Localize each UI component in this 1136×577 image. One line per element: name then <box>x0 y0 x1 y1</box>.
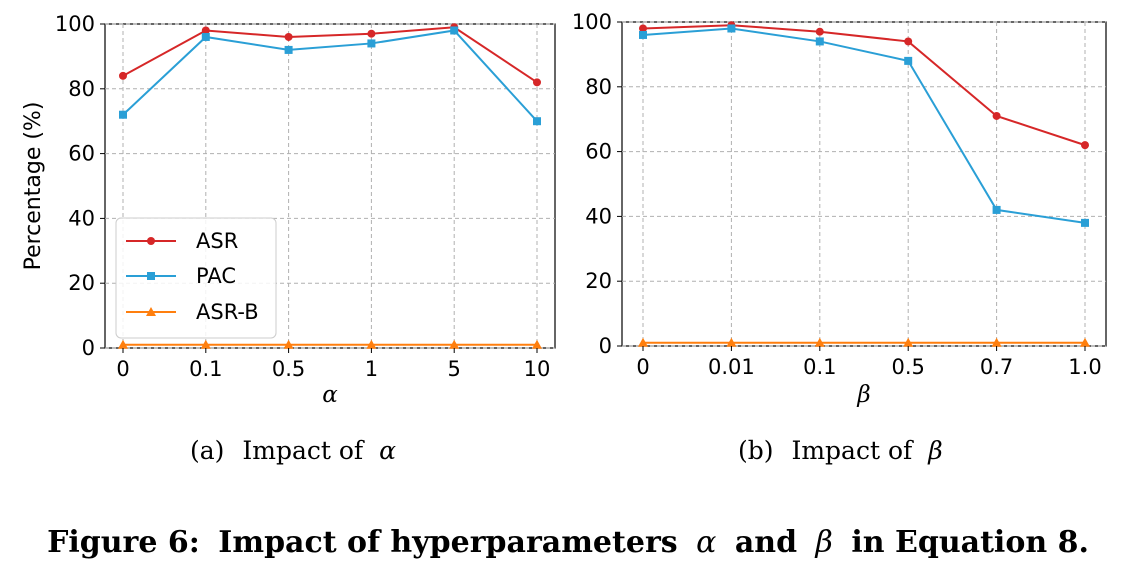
caption-a: (a) Impact of α <box>190 436 396 465</box>
legend-label-asr: ASR <box>196 229 238 253</box>
x-tick-label: 0.5 <box>272 357 305 381</box>
caption-b: (b) Impact of β <box>738 436 943 465</box>
data-point-pac-b <box>1081 218 1089 227</box>
ticks-b: 0 0.01 0.1 0.5 0.7 1.0 0 20 40 60 80 100 <box>572 10 1102 379</box>
data-point-asr-b-b <box>1080 337 1090 347</box>
data-point-pac-a <box>284 45 293 54</box>
caption-b-label: (b) <box>738 436 774 465</box>
figure-beta-symbol: β <box>815 525 833 560</box>
gridlines-a <box>105 23 555 349</box>
x-tick-label: 0 <box>116 357 129 381</box>
caption-a-symbol: α <box>379 436 396 465</box>
chart-panel-b: 0 0.01 0.1 0.5 0.7 1.0 0 20 40 60 80 100 β (b) Impa… <box>572 10 1107 465</box>
legend-item-asr-b: ASR-B <box>126 300 259 324</box>
data-point-asr-a <box>119 71 127 80</box>
y-tick-label: 40 <box>585 204 612 228</box>
x-axis-label-a: α <box>322 382 338 408</box>
y-tick-label: 80 <box>68 77 95 101</box>
data-point-asr-a <box>284 32 293 41</box>
series-a <box>118 23 542 349</box>
x-tick-label: 0.1 <box>189 357 222 381</box>
x-tick-label: 10 <box>524 357 551 381</box>
y-tick-label: 60 <box>68 142 95 166</box>
figure-and: and <box>735 525 797 560</box>
data-point-asr-b <box>639 24 647 33</box>
data-point-asr-b-a <box>532 339 542 349</box>
x-axis-label-b: β <box>856 382 870 408</box>
data-point-pac-a <box>533 117 541 126</box>
data-point-asr-b-a <box>283 339 294 349</box>
data-point-pac-b <box>815 37 824 46</box>
figure-label: Figure 6: <box>47 525 200 560</box>
series-b <box>638 21 1090 347</box>
figure-title-post: in Equation 8. <box>851 525 1089 560</box>
y-tick-label: 60 <box>585 140 612 164</box>
series-line-asr-b <box>642 24 1086 147</box>
y-tick-label: 100 <box>572 10 612 34</box>
data-point-asr-b-a <box>118 339 128 349</box>
x-tick-label: 1.0 <box>1068 355 1101 379</box>
figure-title-pre: Impact of hyperparameters <box>218 525 677 560</box>
y-tick-label: 0 <box>82 336 95 360</box>
caption-a-text: Impact of <box>242 436 365 465</box>
figure-title: Figure 6: Impact of hyperparameters α an… <box>47 525 1089 560</box>
legend-label-asr-b: ASR-B <box>196 300 259 324</box>
y-tick-label: 100 <box>55 12 95 36</box>
gridlines-b <box>622 21 1106 347</box>
data-point-asr-a <box>533 78 541 87</box>
data-point-asr-b-a <box>366 339 377 349</box>
series-line-asr-a <box>122 26 538 84</box>
legend: ASR PAC ASR-B <box>115 217 277 339</box>
y-tick-label: 80 <box>585 75 612 99</box>
x-tick-label: 1 <box>365 357 378 381</box>
legend-label-pac: PAC <box>196 264 236 288</box>
x-tick-label: 0.5 <box>891 355 924 379</box>
caption-b-text: Impact of <box>791 436 914 465</box>
data-point-asr-b-a <box>449 339 460 349</box>
caption-b-symbol: β <box>927 436 942 465</box>
x-tick-label: 0.1 <box>803 355 836 379</box>
y-tick-label: 40 <box>68 206 95 230</box>
series-line-pac-a <box>122 29 538 122</box>
data-point-pac-a <box>367 39 376 48</box>
y-tick-label: 20 <box>585 269 612 293</box>
legend-item-asr: ASR <box>126 229 238 253</box>
y-tick-label: 0 <box>599 334 612 358</box>
caption-a-label: (a) <box>190 436 224 465</box>
data-point-pac-b <box>904 56 913 65</box>
data-point-pac-a <box>450 26 459 35</box>
data-point-asr-b <box>992 111 1001 120</box>
data-point-asr-b-b <box>638 337 648 347</box>
data-point-asr-b <box>815 27 824 36</box>
data-point-asr-b-b <box>991 337 1002 347</box>
x-tick-label: 0.01 <box>708 355 755 379</box>
data-point-asr-b-b <box>903 337 914 347</box>
data-point-asr-a <box>201 26 210 35</box>
series-line-pac-b <box>642 27 1086 224</box>
data-point-asr-b <box>904 37 913 46</box>
data-point-pac-b <box>639 30 647 39</box>
x-tick-label: 5 <box>448 357 461 381</box>
legend-box <box>115 217 277 339</box>
data-point-pac-a <box>119 110 127 119</box>
legend-item-pac: PAC <box>126 264 236 288</box>
data-point-asr-b <box>1081 141 1089 150</box>
y-tick-label: 20 <box>68 271 95 295</box>
x-tick-label: 0 <box>636 355 649 379</box>
data-point-asr-a <box>367 29 376 38</box>
data-point-asr-b-b <box>814 337 825 347</box>
data-point-pac-b <box>727 24 736 33</box>
data-point-asr-b-a <box>200 339 211 349</box>
data-point-asr-b-b <box>726 337 737 347</box>
figure-alpha-symbol: α <box>696 525 716 560</box>
data-point-pac-b <box>992 205 1001 214</box>
x-tick-label: 0.7 <box>980 355 1013 379</box>
plot-area-b <box>621 21 1107 347</box>
data-point-pac-a <box>201 32 210 41</box>
y-axis-label-a: Percentage (%) <box>21 102 46 271</box>
